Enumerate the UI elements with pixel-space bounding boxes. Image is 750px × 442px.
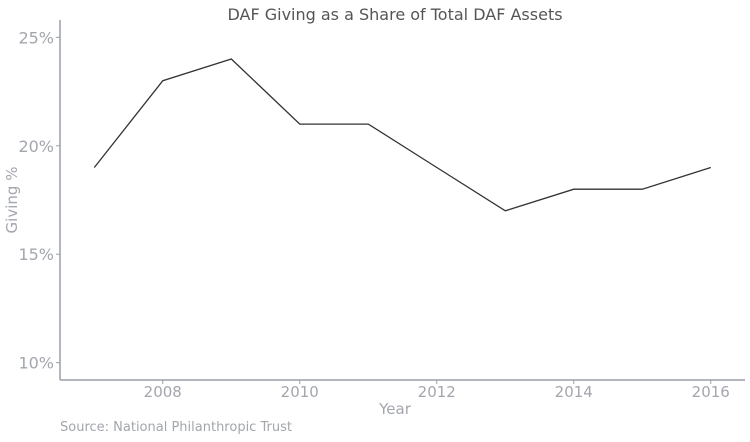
y-tick-label: 20% [18,137,54,156]
y-tick-label: 25% [18,28,54,47]
y-tick-label: 15% [18,245,54,264]
chart-title: DAF Giving as a Share of Total DAF Asset… [227,5,562,24]
x-tick-label: 2014 [555,383,593,401]
y-tick-label: 10% [18,354,54,373]
series-line [94,59,711,211]
source-caption: Source: National Philanthropic Trust [60,420,292,435]
x-tick-label: 2012 [418,383,456,401]
x-tick-label: 2010 [281,383,319,401]
x-tick-label: 2008 [144,383,182,401]
y-axis-label: Giving % [3,167,21,234]
x-tick-label: 2016 [692,383,730,401]
x-axis-label: Year [378,400,412,418]
